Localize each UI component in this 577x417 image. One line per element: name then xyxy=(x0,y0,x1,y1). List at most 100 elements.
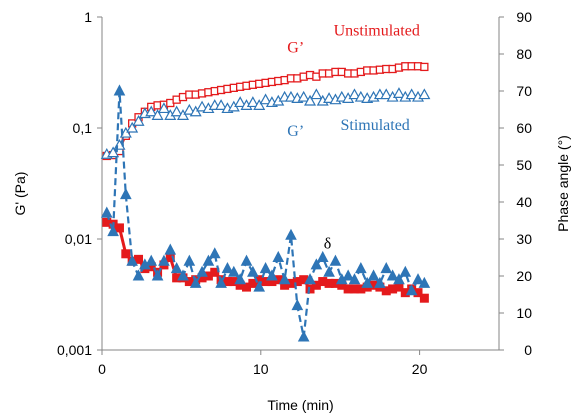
x-tick-label: 20 xyxy=(412,361,428,377)
data-point xyxy=(380,88,393,100)
annotation-label: G’ xyxy=(287,39,304,56)
data-point xyxy=(170,105,183,117)
data-point xyxy=(234,96,247,108)
data-point xyxy=(284,90,297,102)
data-point xyxy=(114,223,124,233)
right-y-tick-label: 70 xyxy=(516,83,532,99)
data-point xyxy=(183,254,196,266)
data-point xyxy=(246,96,259,108)
data-point xyxy=(348,273,361,285)
left-y-tick-label: 0,001 xyxy=(57,342,92,358)
data-point xyxy=(335,90,348,102)
data-point xyxy=(259,93,272,105)
data-point xyxy=(278,273,291,285)
data-point xyxy=(202,254,215,266)
data-point xyxy=(157,102,170,114)
x-tick-label: 10 xyxy=(253,361,269,377)
data-point xyxy=(208,247,221,259)
data-point xyxy=(361,276,374,288)
data-point xyxy=(354,90,367,102)
data-point xyxy=(393,273,405,285)
data-point xyxy=(253,280,266,292)
data-point xyxy=(151,109,164,120)
data-point xyxy=(100,206,113,218)
data-point xyxy=(412,273,424,285)
data-point xyxy=(234,273,246,285)
data-point xyxy=(367,269,380,281)
data-point xyxy=(420,62,429,72)
right-y-tick-label: 30 xyxy=(516,231,532,247)
data-point xyxy=(291,299,304,311)
data-point xyxy=(119,188,132,200)
data-point xyxy=(221,262,234,274)
data-point xyxy=(164,243,177,255)
data-point xyxy=(132,269,145,281)
data-point xyxy=(177,269,189,281)
annotation-label: Stimulated xyxy=(340,117,409,134)
data-point xyxy=(132,115,145,126)
data-point xyxy=(215,99,228,110)
data-point xyxy=(355,262,367,274)
data-point xyxy=(183,103,196,115)
data-point xyxy=(107,146,120,158)
data-point xyxy=(196,265,208,277)
right-y-tick-label: 60 xyxy=(516,120,532,136)
data-point xyxy=(342,269,354,281)
data-point xyxy=(380,262,393,274)
data-point xyxy=(297,90,310,102)
series-layer xyxy=(100,62,431,342)
data-point xyxy=(304,273,316,285)
data-point xyxy=(126,254,139,266)
data-point xyxy=(145,254,158,266)
data-point xyxy=(272,250,285,262)
data-point xyxy=(405,88,418,100)
data-point xyxy=(285,228,297,240)
data-point xyxy=(176,109,190,120)
data-point xyxy=(399,265,412,277)
data-point xyxy=(405,284,418,296)
data-point xyxy=(196,100,209,112)
right-y-tick-label: 50 xyxy=(516,157,532,173)
data-point xyxy=(113,84,126,96)
data-point xyxy=(259,262,272,274)
series-stimulated-g xyxy=(100,87,431,159)
data-point xyxy=(240,254,253,266)
data-point xyxy=(253,99,266,110)
annotation-label: G’ xyxy=(287,123,304,140)
data-point xyxy=(107,225,119,237)
left-y-tick-label: 1 xyxy=(84,9,92,25)
right-y-tick-label: 40 xyxy=(516,194,532,210)
data-point xyxy=(323,92,336,103)
x-axis-title: Time (min) xyxy=(267,397,333,413)
right-y-axis-title: Phase angle (°) xyxy=(555,135,571,232)
data-point xyxy=(158,254,170,266)
data-point xyxy=(189,276,202,288)
data-point xyxy=(419,293,429,303)
data-point xyxy=(316,250,329,262)
annotation-label: δ xyxy=(324,235,332,252)
data-point xyxy=(247,265,259,277)
data-point xyxy=(392,87,405,98)
right-y-tick-label: 10 xyxy=(516,305,532,321)
data-point xyxy=(386,269,399,281)
series-stimulated-phase-angle xyxy=(100,84,431,342)
right-y-tick-label: 20 xyxy=(516,268,532,284)
annotation-label: Unstimulated xyxy=(334,23,420,40)
data-point xyxy=(374,276,386,288)
data-point xyxy=(151,269,164,281)
data-point xyxy=(121,249,131,259)
data-point xyxy=(145,105,158,117)
data-point xyxy=(170,262,183,274)
data-point xyxy=(348,88,361,100)
data-point xyxy=(266,269,278,281)
data-point xyxy=(126,121,139,133)
data-point xyxy=(323,265,335,277)
data-point xyxy=(215,276,227,288)
left-y-axis-title: G' (Pa) xyxy=(12,172,28,216)
right-y-tick-label: 0 xyxy=(524,342,532,358)
x-tick-label: 0 xyxy=(98,361,106,377)
data-point xyxy=(297,330,310,342)
data-point xyxy=(227,265,240,277)
